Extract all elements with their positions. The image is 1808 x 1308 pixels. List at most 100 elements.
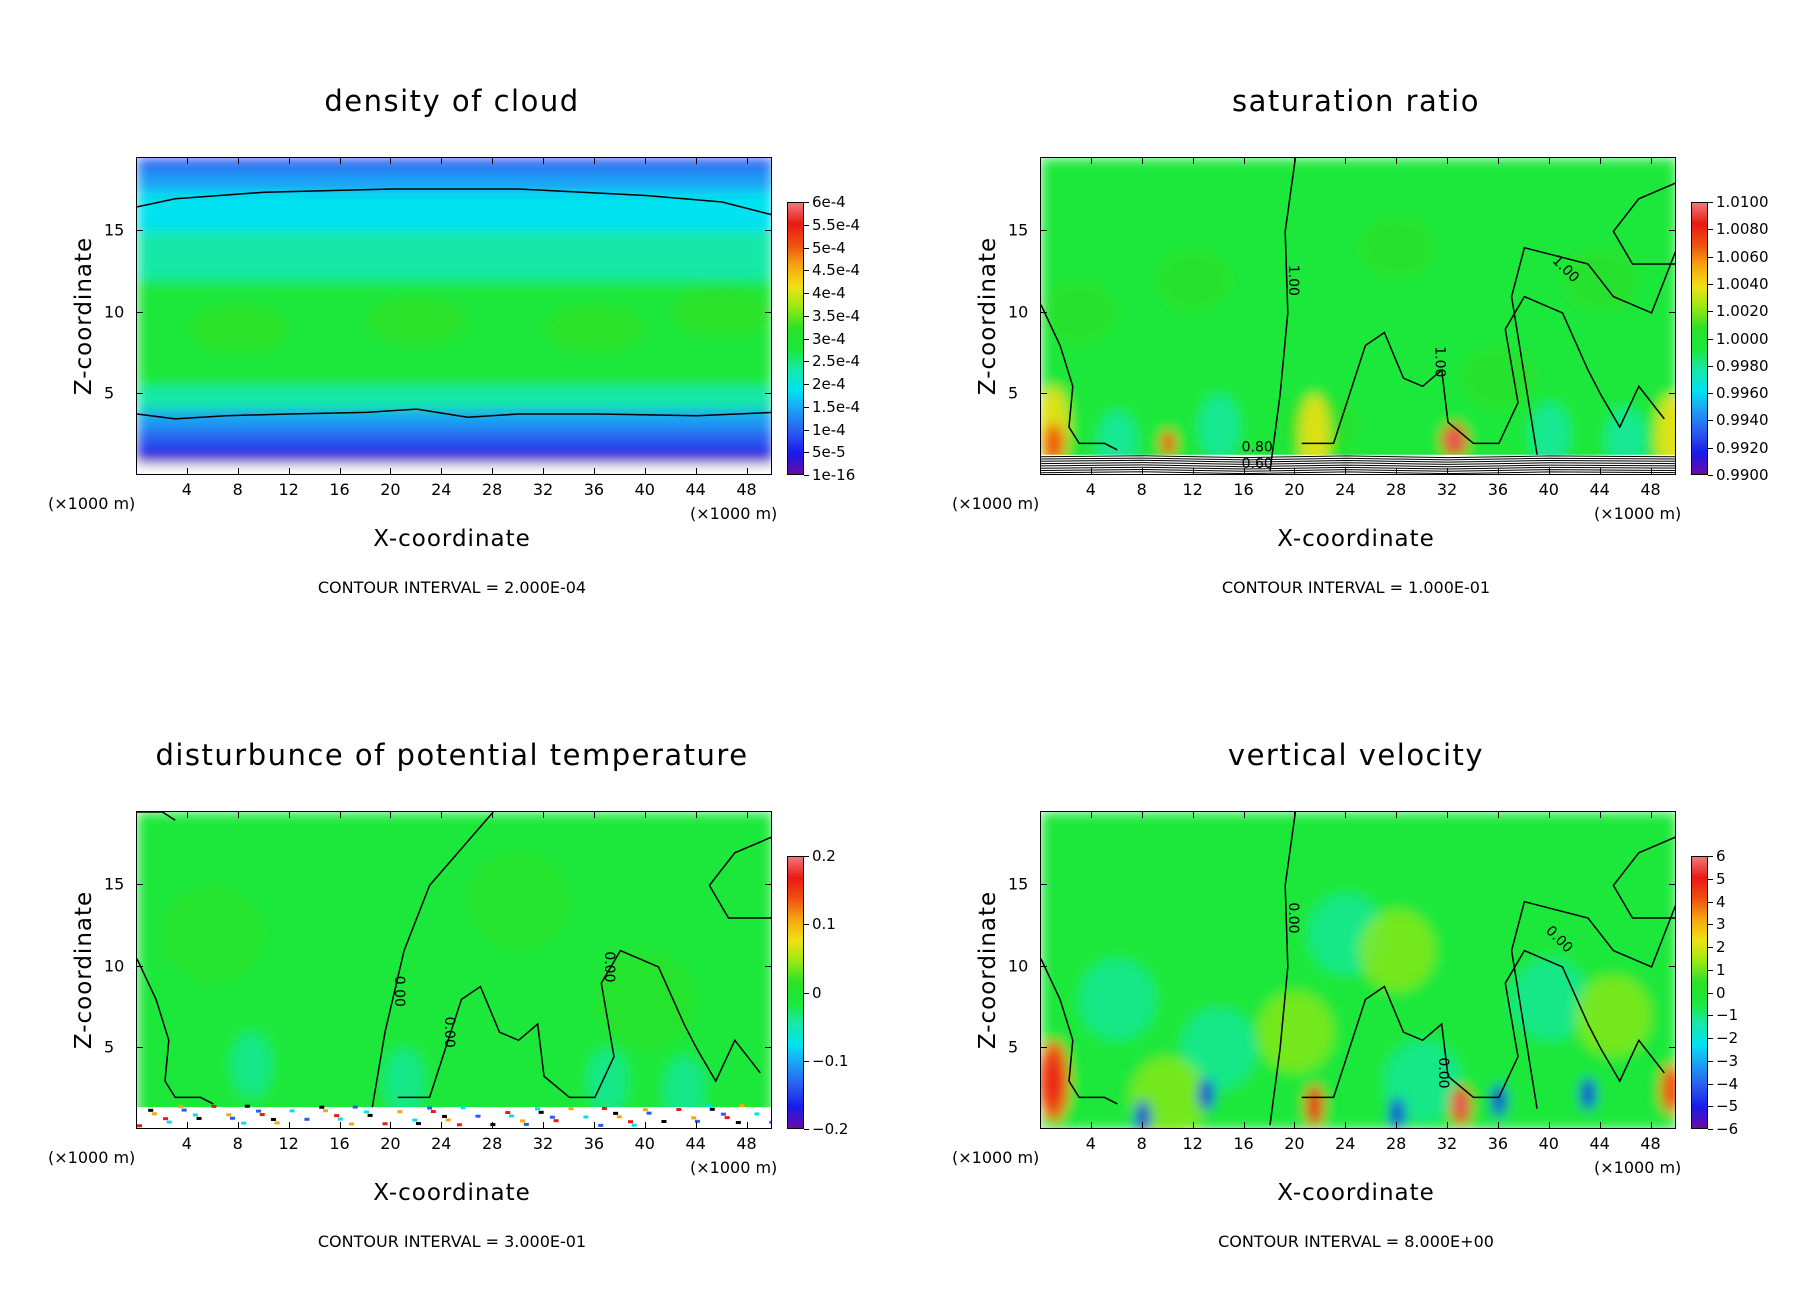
colorbar-tick xyxy=(804,856,809,857)
x-tick-label: 8 xyxy=(232,480,243,499)
y-tick-mark xyxy=(136,230,143,232)
colorbar-label: 2.5e-4 xyxy=(812,352,861,371)
surface-noise xyxy=(166,1120,172,1124)
x-tick-mark xyxy=(1090,811,1092,818)
x-tick-label: 28 xyxy=(1385,1134,1407,1153)
colorbar-tick xyxy=(1708,1038,1713,1039)
field-blob xyxy=(1491,1084,1507,1117)
surface-noise xyxy=(724,1116,730,1120)
colorbar-tick xyxy=(804,384,809,385)
surface-noise xyxy=(508,1114,514,1118)
colorbar-tick xyxy=(804,338,809,340)
colorbar-label: 0.9980 xyxy=(1716,356,1769,375)
contour-line xyxy=(1041,464,1675,468)
surface-noise xyxy=(505,1111,511,1115)
contour-interval-note: CONTOUR INTERVAL = 3.000E-01 xyxy=(317,1232,587,1251)
surface-noise xyxy=(661,1120,667,1124)
y-axis-label: Z-coordinate xyxy=(975,236,1001,396)
colorbar-label: 0.9920 xyxy=(1716,438,1769,457)
x-tick-mark xyxy=(1497,1122,1499,1129)
colorbar-label: 2e-4 xyxy=(812,375,846,393)
x-tick-mark xyxy=(1497,468,1499,475)
contour-label: 0.00 xyxy=(1435,1057,1451,1088)
y-tick-mark xyxy=(136,311,143,313)
x-unit-right: (×1000 m) xyxy=(1594,504,1682,523)
y-tick-mark xyxy=(1040,311,1047,313)
x-tick-mark xyxy=(1447,1122,1449,1129)
contour-label: 0.00 xyxy=(601,951,617,982)
x-unit-left: (×1000 m) xyxy=(952,494,1040,513)
field-layer xyxy=(137,812,771,1128)
colorbar-tick xyxy=(1708,283,1713,285)
field-blob xyxy=(594,950,697,1049)
y-tick-mark xyxy=(765,965,772,967)
x-tick-mark xyxy=(593,811,595,818)
surface-noise xyxy=(177,1105,183,1109)
x-tick-label: 28 xyxy=(481,480,503,499)
x-unit-left: (×1000 m) xyxy=(952,1148,1040,1167)
y-tick-label: 5 xyxy=(1008,383,1019,403)
field-blob xyxy=(467,852,570,951)
x-tick-mark xyxy=(186,811,188,818)
surface-noise xyxy=(349,1122,355,1126)
field-blob xyxy=(1456,1097,1465,1114)
x-tick-label: 32 xyxy=(1436,480,1458,499)
field-layer xyxy=(1041,158,1675,474)
x-tick-mark xyxy=(1243,468,1245,475)
x-tick-label: 44 xyxy=(1589,480,1610,499)
y-tick-mark xyxy=(765,393,772,395)
field-blob xyxy=(1257,991,1334,1073)
field-blob xyxy=(1359,215,1436,281)
colorbar-tick xyxy=(1708,856,1713,857)
field-blob xyxy=(1449,433,1460,447)
x-tick-label: 44 xyxy=(1589,1134,1610,1153)
x-tick-mark xyxy=(1650,157,1652,164)
x-tick-mark xyxy=(186,468,188,475)
contour-line xyxy=(371,812,494,1108)
x-tick-mark xyxy=(543,811,545,818)
x-axis-label: X-coordinate xyxy=(1277,1180,1435,1206)
y-axis-label: Z-coordinate xyxy=(975,890,1001,1050)
colorbar-tick xyxy=(1708,1083,1713,1085)
contour-line xyxy=(1301,949,1665,1099)
x-tick-mark xyxy=(1294,811,1296,818)
surface-noise xyxy=(583,1115,589,1119)
x-tick-mark xyxy=(695,1122,697,1129)
contour-line xyxy=(1041,468,1675,472)
surface-noise xyxy=(694,1119,700,1123)
surface-noise xyxy=(430,1110,436,1114)
x-tick-label: 4 xyxy=(181,480,192,499)
x-tick-mark xyxy=(644,468,646,475)
colorbar xyxy=(1691,202,1708,475)
x-axis-label: X-coordinate xyxy=(373,526,531,552)
surface-noise xyxy=(631,1123,637,1127)
y-tick-label: 15 xyxy=(104,220,125,240)
surface-noise xyxy=(256,1109,262,1113)
x-tick-mark xyxy=(543,468,545,475)
colorbar-tick xyxy=(804,924,809,926)
surface-noise xyxy=(270,1117,276,1121)
field-blob xyxy=(1046,1056,1062,1106)
x-tick-mark xyxy=(288,157,290,164)
colorbar-label: 1.0000 xyxy=(1716,329,1769,348)
colorbar-tick xyxy=(1708,969,1713,971)
colorbar-label: 1e-16 xyxy=(812,466,856,484)
x-unit-right: (×1000 m) xyxy=(690,1158,778,1177)
y-tick-mark xyxy=(136,1047,143,1049)
colorbar-label: 0.9940 xyxy=(1716,411,1769,430)
contour-interval-note: CONTOUR INTERVAL = 8.000E+00 xyxy=(1218,1232,1494,1251)
chart-panel: vertical velocity Z-coordinate X-coordinat… xyxy=(904,654,1808,1308)
surface-noise xyxy=(192,1113,198,1117)
x-tick-mark xyxy=(1243,157,1245,164)
x-tick-mark xyxy=(1294,468,1296,475)
x-tick-mark xyxy=(746,811,748,818)
field-blob xyxy=(1305,1084,1324,1127)
x-tick-label: 16 xyxy=(1233,480,1254,499)
colorbar-tick xyxy=(1708,229,1713,231)
field-blob xyxy=(162,885,265,984)
x-tick-mark xyxy=(746,1122,748,1129)
colorbar-label: 4e-4 xyxy=(812,284,846,302)
x-tick-mark xyxy=(1548,157,1550,164)
contour-line xyxy=(708,836,771,919)
contour-line xyxy=(137,812,176,821)
